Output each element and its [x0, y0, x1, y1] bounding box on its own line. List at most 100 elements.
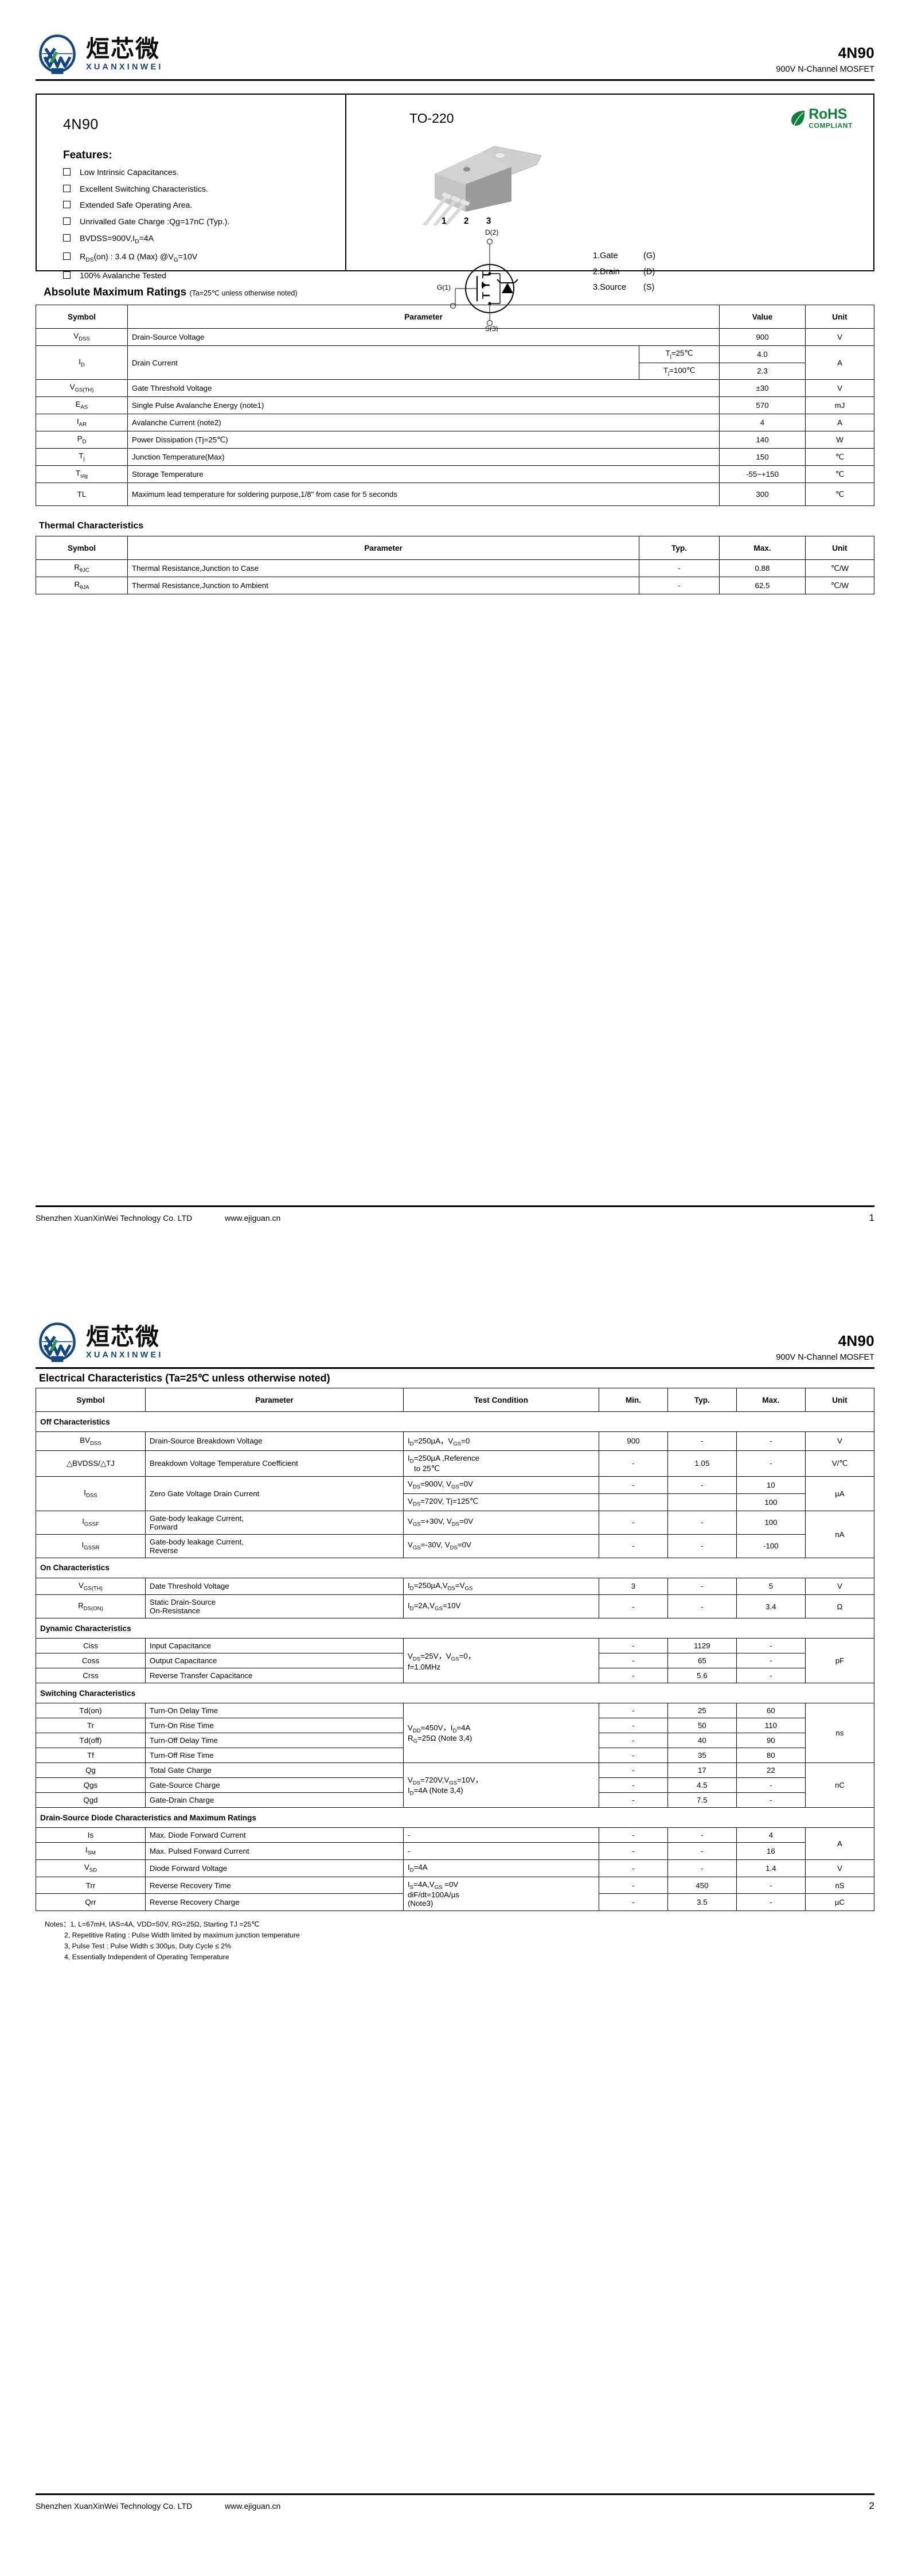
cell-value: 900	[719, 328, 806, 346]
checkbox-icon	[63, 252, 71, 260]
cell-max: 60	[736, 1703, 806, 1719]
checkbox-icon	[63, 234, 71, 242]
cell-parameter: Reverse Recovery Time	[144, 1876, 404, 1894]
xxw-circle-logo-icon	[39, 34, 76, 75]
cell-symbol: IGSSF	[36, 1510, 146, 1535]
cell-value: 300	[719, 482, 806, 507]
cell-parameter: Storage Temperature	[127, 465, 720, 484]
datasheet-page-1: 烜芯微 XUANXINWEI 4N90 900V N-Channel MOSFE…	[36, 33, 874, 1223]
note-line: 4, Essentially Independent of Operating …	[64, 1953, 229, 1962]
table-row: TL Maximum lead temperature for solderin…	[36, 482, 874, 507]
product-part-label: 4N90	[63, 116, 99, 133]
page-footer: Shenzhen XuanXinWei Technology Co. LTD w…	[36, 2493, 874, 2512]
table-row: Qrr Reverse Recovery Charge - 3.5 - µC	[36, 1893, 875, 1912]
list-item: Excellent Switching Characteristics.	[63, 184, 339, 193]
cell-typ: -	[667, 1594, 737, 1619]
pin-name: 3.Source	[593, 283, 627, 293]
cell-max: 22	[736, 1762, 806, 1779]
table-row: Tf Turn-Off Rise Time - 35 80	[36, 1748, 874, 1764]
cell-value: 570	[719, 396, 806, 415]
footer-page-number: 2	[869, 2500, 874, 2511]
cell-unit: µC	[804, 1893, 875, 1912]
cell-unit: A	[805, 345, 874, 380]
cell-symbol: VGS(TH)	[36, 1577, 146, 1596]
brand-name-en: XUANXINWEI	[86, 63, 163, 72]
cell-parameter: Breakdown Voltage Temperature Coefficien…	[144, 1450, 404, 1477]
table-row: IGSSF Gate-body leakage Current, Forward …	[36, 1510, 875, 1558]
brand-logo: 烜芯微 XUANXINWEI	[36, 33, 163, 76]
cell-symbol: IGSSR	[36, 1534, 146, 1558]
cell-typ	[667, 1493, 737, 1511]
col-typ: Typ.	[639, 536, 720, 561]
cell-max: 110	[736, 1718, 806, 1734]
cell-value: 140	[719, 431, 806, 449]
col-typ: Typ.	[667, 1388, 737, 1412]
list-item: Extended Safe Operating Area.	[63, 200, 339, 210]
cell-parameter: Drain Current	[127, 345, 639, 380]
table-row: Td(off) Turn-Off Delay Time - 40 90	[36, 1733, 874, 1749]
table-row: Is Max. Diode Forward Current - - - 4 A	[36, 1827, 875, 1860]
cell-unit: ℃/W	[805, 577, 874, 595]
cell-max: -	[736, 1792, 806, 1808]
table-row: VGS(TH) Date Threshold Voltage ID=250µA,…	[36, 1577, 875, 1596]
cell-typ: -	[667, 1842, 737, 1860]
footer-company: Shenzhen XuanXinWei Technology Co. LTD	[36, 2501, 193, 2511]
note-line: 2, Repetitive Rating : Pulse Width limit…	[64, 1931, 300, 1940]
table-row: RθJC Thermal Resistance,Junction to Case…	[36, 559, 874, 578]
cell-unit: pF	[804, 1638, 875, 1684]
table-row: IAR Avalanche Current (note2) 4 A	[36, 414, 874, 432]
list-item: 2.Drain (D)	[593, 264, 655, 281]
col-symbol: Symbol	[36, 1388, 146, 1412]
cell-condition: VDS=900V, VGS=0V	[403, 1476, 599, 1494]
cell-min: -	[598, 1876, 668, 1894]
cell-typ: -	[667, 1510, 737, 1535]
cell-parameter: Turn-On Rise Time	[144, 1718, 404, 1734]
cell-parameter: Maximum lead temperature for soldering p…	[127, 482, 720, 507]
electrical-heading: Electrical Characteristics (Ta=25℃ unles…	[39, 1372, 874, 1384]
electrical-title-note: (Ta=25℃ unless otherwise noted)	[165, 1372, 330, 1384]
list-item: 100% Avalanche Tested	[63, 271, 339, 280]
cell-parameter: Power Dissipation (Tj=25℃)	[127, 431, 720, 449]
table-group-row: Switching Characteristics	[36, 1683, 874, 1704]
cell-condition: VGS=+30V, VDS=0V	[403, 1510, 599, 1535]
cell-symbol: Tstg	[36, 465, 128, 484]
cell-parameter: Avalanche Current (note2)	[127, 414, 720, 432]
cell-typ: 17	[667, 1762, 737, 1779]
header-part-info: 4N90 900V N-Channel MOSFET	[776, 1332, 874, 1364]
cell-parameter: Gate-Source Charge	[144, 1777, 404, 1793]
table-row: BVDSS Drain-Source Breakdown Voltage ID=…	[36, 1431, 875, 1451]
cell-parameter: Gate-body leakage Current, Reverse	[144, 1534, 404, 1558]
cell-min: -	[598, 1703, 668, 1719]
cell-min: -	[598, 1859, 668, 1877]
pin-abbr: (S)	[643, 283, 655, 293]
group-label: On Characteristics	[36, 1557, 874, 1578]
cell-parameter: Date Threshold Voltage	[144, 1577, 404, 1596]
rohs-subtitle: COMPLIANT	[809, 122, 853, 130]
cell-condition: VDS=25V，VGS=0， f=1.0MHz	[403, 1638, 599, 1684]
cell-condition: VDD=450V，ID=4A RG=25Ω (Note 3,4)	[403, 1703, 599, 1764]
cell-parameter: Output Capacitance	[144, 1653, 404, 1669]
pin-abbr: (G)	[643, 251, 655, 260]
cell-value: 4.0	[719, 345, 806, 363]
header-part-description: 900V N-Channel MOSFET	[776, 1352, 874, 1362]
checkbox-icon	[63, 271, 71, 279]
table-row: PD Power Dissipation (Tj=25℃) 140 W	[36, 431, 874, 449]
feature-text: 100% Avalanche Tested	[80, 271, 166, 281]
table-row: Coss Output Capacitance - 65 -	[36, 1653, 874, 1669]
cell-min: -	[598, 1827, 668, 1843]
group-label: Switching Characteristics	[36, 1683, 874, 1704]
thermal-characteristics-table: Symbol Parameter Typ. Max. Unit RθJC The…	[36, 536, 874, 595]
footer-page-number: 1	[869, 1212, 874, 1223]
cell-symbol: RDS(ON)	[36, 1594, 146, 1619]
cell-condition: Tj=25℃	[638, 345, 720, 363]
note-line: 3, Pulse Test : Pulse Width ≤ 300μs, Dut…	[64, 1942, 232, 1951]
cell-symbol: PD	[36, 431, 128, 449]
table-row: VGS(TH) Gate Threshold Voltage ±30 V	[36, 379, 874, 398]
brand-name-en: XUANXINWEI	[86, 1351, 163, 1360]
header-part-description: 900V N-Channel MOSFET	[776, 64, 874, 74]
table-row: Ciss Input Capacitance VDS=25V，VGS=0， f=1…	[36, 1638, 875, 1684]
electrical-characteristics-table: Symbol Parameter Test Condition Min. Typ…	[36, 1388, 875, 1912]
cell-condition: -	[403, 1827, 599, 1843]
feature-text: Unrivalled Gate Charge :Qg=17nC (Typ.).	[80, 217, 230, 227]
header-part-number: 4N90	[838, 1332, 874, 1350]
